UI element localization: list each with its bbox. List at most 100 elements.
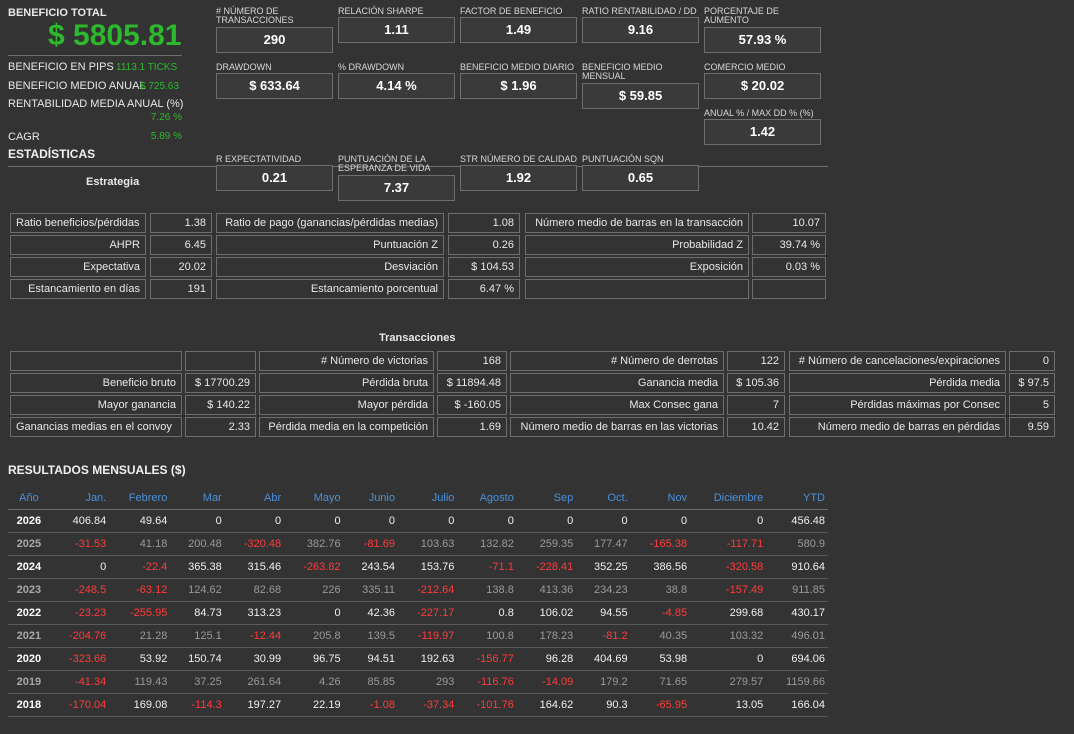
stats-cell bbox=[525, 279, 749, 299]
tx-cell: Max Consec gana bbox=[510, 395, 724, 415]
monthly-value-cell: -63.12 bbox=[109, 578, 171, 602]
stats-cell: Ratio de pago (ganancias/pérdidas medias… bbox=[216, 213, 444, 233]
monthly-value-cell: -255.95 bbox=[109, 601, 171, 625]
monthly-value-cell: -248.5 bbox=[49, 578, 110, 602]
monthly-value-cell: 0 bbox=[397, 509, 458, 533]
monthly-value-cell: -117.71 bbox=[690, 532, 767, 556]
monthly-value-cell: 694.06 bbox=[766, 647, 828, 671]
stats-cell: Desviación bbox=[216, 257, 444, 277]
monthly-value-cell: 0 bbox=[284, 509, 344, 533]
monthly-year-cell: 2020 bbox=[8, 647, 50, 671]
monthly-value-cell: 496.01 bbox=[766, 624, 828, 648]
monthly-value-cell: 96.28 bbox=[516, 647, 577, 671]
monthly-value-cell: -12.44 bbox=[224, 624, 285, 648]
stats-cell: 1.08 bbox=[448, 213, 520, 233]
metric-label-trades: # NÚMERO DE TRANSACCIONES bbox=[216, 6, 294, 25]
tx-cell: $ 11894.48 bbox=[437, 373, 507, 393]
monthly-year-cell: 2023 bbox=[8, 578, 50, 602]
metric-value-trades: 290 bbox=[216, 27, 333, 53]
monthly-value-cell: -227.17 bbox=[397, 601, 458, 625]
monthly-value-cell: 106.02 bbox=[516, 601, 577, 625]
monthly-value-cell: 138.8 bbox=[457, 578, 517, 602]
metric-value-sqn: 0.65 bbox=[582, 165, 699, 191]
stats-divider bbox=[8, 166, 828, 167]
tx-cell: 168 bbox=[437, 351, 507, 371]
stats-cell: 39.74 % bbox=[752, 235, 826, 255]
monthly-value-cell: 226 bbox=[284, 578, 344, 602]
monthly-value-cell: -4.85 bbox=[630, 601, 691, 625]
stats-cell: Estancamiento porcentual bbox=[216, 279, 444, 299]
monthly-value-cell: 40.35 bbox=[630, 624, 691, 648]
monthly-value-cell: 315.46 bbox=[224, 555, 285, 579]
metric-value-increase: 57.93 % bbox=[704, 27, 821, 53]
tx-cell: Mayor ganancia bbox=[10, 395, 182, 415]
annual-return-value: 7.26 % bbox=[150, 112, 182, 123]
monthly-value-cell: -165.38 bbox=[630, 532, 691, 556]
tx-cell: 7 bbox=[727, 395, 785, 415]
monthly-value-cell: 0 bbox=[630, 509, 691, 533]
metric-label-return-dd: RATIO RENTABILIDAD / DD bbox=[582, 6, 697, 16]
tx-cell: # Número de derrotas bbox=[510, 351, 724, 371]
monthly-value-cell: 124.62 bbox=[170, 578, 225, 602]
stats-cell: 0.03 % bbox=[752, 257, 826, 277]
metric-value-drawdown: $ 633.64 bbox=[216, 73, 333, 99]
monthly-col-header: Nov bbox=[630, 487, 691, 510]
monthly-col-header: Julio bbox=[397, 487, 458, 510]
metric-label-avg-trade: COMERCIO MEDIO bbox=[704, 62, 786, 72]
monthly-col-header: Jan. bbox=[49, 487, 110, 510]
monthly-value-cell: 0 bbox=[343, 509, 398, 533]
stats-cell: Expectativa bbox=[10, 257, 146, 277]
tx-cell: Ganancias medias en el convoy bbox=[10, 417, 182, 437]
monthly-value-cell: 335.11 bbox=[343, 578, 398, 602]
metric-label-sqn: PUNTUACIÓN SQN bbox=[582, 154, 664, 164]
monthly-value-cell: -71.1 bbox=[457, 555, 517, 579]
monthly-col-header: Año bbox=[8, 487, 50, 510]
monthly-col-header: Diciembre bbox=[690, 487, 767, 510]
monthly-value-cell: 85.85 bbox=[343, 670, 398, 694]
tx-cell: # Número de cancelaciones/expiraciones bbox=[789, 351, 1006, 371]
monthly-value-cell: 49.64 bbox=[109, 509, 171, 533]
monthly-value-cell: 293 bbox=[397, 670, 458, 694]
monthly-value-cell: 153.76 bbox=[397, 555, 458, 579]
stats-cell: 20.02 bbox=[150, 257, 212, 277]
metric-value-profit-factor: 1.49 bbox=[460, 17, 577, 43]
total-profit-value: $ 5805.81 bbox=[48, 19, 182, 52]
monthly-value-cell: 0 bbox=[690, 509, 767, 533]
monthly-col-header: Febrero bbox=[109, 487, 171, 510]
monthly-value-cell: 0 bbox=[690, 647, 767, 671]
monthly-value-cell: 234.23 bbox=[576, 578, 631, 602]
monthly-value-cell: 84.73 bbox=[170, 601, 225, 625]
monthly-col-header: YTD bbox=[766, 487, 828, 510]
monthly-value-cell: -37.34 bbox=[397, 693, 458, 717]
monthly-col-header: Mar bbox=[170, 487, 225, 510]
tx-cell: Número medio de barras en las victorias bbox=[510, 417, 724, 437]
metric-value-annual-maxdd: 1.42 bbox=[704, 119, 821, 145]
monthly-value-cell: 42.36 bbox=[343, 601, 398, 625]
stats-cell: 6.45 bbox=[150, 235, 212, 255]
monthly-value-cell: -228.41 bbox=[516, 555, 577, 579]
monthly-value-cell: 179.2 bbox=[576, 670, 631, 694]
monthly-value-cell: 404.69 bbox=[576, 647, 631, 671]
tx-cell: Pérdida bruta bbox=[259, 373, 434, 393]
tx-cell: 2.33 bbox=[185, 417, 256, 437]
monthly-value-cell: -263.82 bbox=[284, 555, 344, 579]
monthly-value-cell: 200.48 bbox=[170, 532, 225, 556]
monthly-value-cell: 386.56 bbox=[630, 555, 691, 579]
stats-cell: $ 104.53 bbox=[448, 257, 520, 277]
monthly-value-cell: 150.74 bbox=[170, 647, 225, 671]
monthly-value-cell: -320.58 bbox=[690, 555, 767, 579]
monthly-value-cell: -81.2 bbox=[576, 624, 631, 648]
stats-cell: 6.47 % bbox=[448, 279, 520, 299]
stats-heading: ESTADÍSTICAS bbox=[8, 147, 96, 161]
monthly-value-cell: 178.23 bbox=[516, 624, 577, 648]
monthly-value-cell: 0 bbox=[49, 555, 110, 579]
tx-cell bbox=[10, 351, 182, 371]
monthly-value-cell: -323.66 bbox=[49, 647, 110, 671]
monthly-col-header: Agosto bbox=[457, 487, 517, 510]
tx-cell: Beneficio bruto bbox=[10, 373, 182, 393]
monthly-value-cell: 164.62 bbox=[516, 693, 577, 717]
monthly-value-cell: 299.68 bbox=[690, 601, 767, 625]
monthly-row: 2022 -23.23 -255.95 84.73 313.23 0 42.36 -227.1… bbox=[8, 601, 828, 625]
tx-cell: 0 bbox=[1009, 351, 1055, 371]
monthly-value-cell: -156.77 bbox=[457, 647, 517, 671]
